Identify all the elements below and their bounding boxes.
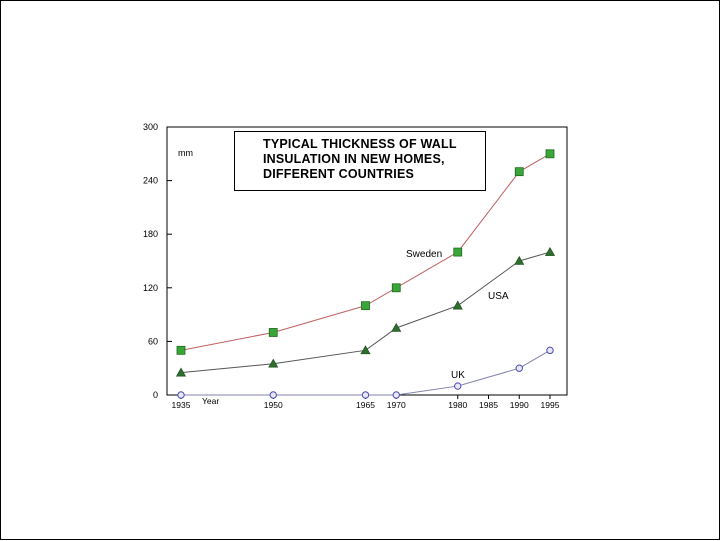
data-point-usa [544,246,556,256]
data-point-sweden [176,345,186,355]
series-line-uk [181,349,551,396]
data-point-sweden [268,328,278,337]
series-label-usa: USA [488,291,509,302]
data-point-usa [514,255,525,265]
x-tick-label: 1965 [356,400,375,410]
data-point-usa [360,345,371,355]
y-tick-label: 60 [148,336,158,346]
y-tick-label: 180 [143,229,158,239]
data-point-usa [268,358,279,368]
y-tick-label: 240 [143,176,158,186]
data-point-uk [361,391,370,399]
y-tick-label: 300 [143,122,158,132]
data-point-uk [269,391,277,399]
series-line-usa [180,251,551,374]
data-point-usa [175,367,187,377]
chart-title-line-3: DIFFERENT COUNTRIES [263,167,415,181]
x-tick-label: 1935 [172,400,191,410]
data-point-sweden [545,149,555,159]
data-point-sweden [391,283,401,293]
data-point-uk [392,391,400,399]
data-point-usa [391,322,402,332]
y-tick-label: 120 [143,283,158,293]
x-tick-label: 1995 [541,400,560,410]
data-point-sweden [514,167,524,177]
data-point-uk [454,382,462,390]
data-point-uk [177,391,185,399]
x-axis-label: Year [202,396,219,406]
x-tick-label: 1950 [264,400,283,410]
data-point-uk [546,346,554,355]
chart-title-line-1: TYPICAL THICKNESS OF WALL [263,137,457,151]
x-tick-label: 1970 [387,400,406,410]
x-tick-label: 1985 [479,400,498,410]
chart-title-line-2: INSULATION IN NEW HOMES, [263,152,445,166]
y-unit-label: mm [178,148,193,158]
data-point-usa [452,300,463,310]
x-tick-label: 1990 [510,400,529,410]
y-tick-label: 0 [153,390,158,400]
x-tick-label: 1980 [448,400,467,410]
chart-title-box: TYPICAL THICKNESS OF WALL INSULATION IN … [234,131,486,191]
data-point-sweden [361,301,370,311]
series-label-sweden: Sweden [406,249,442,260]
data-point-uk [515,364,523,372]
series-label-uk: UK [451,370,465,381]
data-point-sweden [453,247,463,257]
